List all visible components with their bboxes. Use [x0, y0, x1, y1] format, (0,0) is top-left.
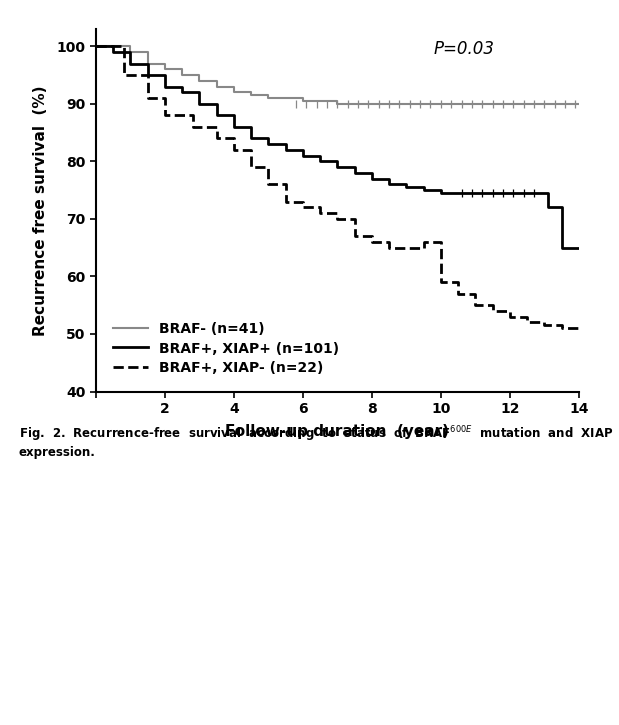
Legend: BRAF- (n=41), BRAF+, XIAP+ (n=101), BRAF+, XIAP- (n=22): BRAF- (n=41), BRAF+, XIAP+ (n=101), BRAF…	[108, 317, 345, 381]
Text: expression.: expression.	[19, 446, 95, 459]
X-axis label: Follow-up duration  (year): Follow-up duration (year)	[225, 424, 449, 439]
Text: P=0.03: P=0.03	[434, 40, 495, 58]
Y-axis label: Recurrence free survival  (%): Recurrence free survival (%)	[33, 85, 48, 336]
Text: Fig.  2.  Recurrence-free  survival  according  to  status  of  BRAF$^{600E}$  m: Fig. 2. Recurrence-free survival accordi…	[19, 424, 613, 444]
